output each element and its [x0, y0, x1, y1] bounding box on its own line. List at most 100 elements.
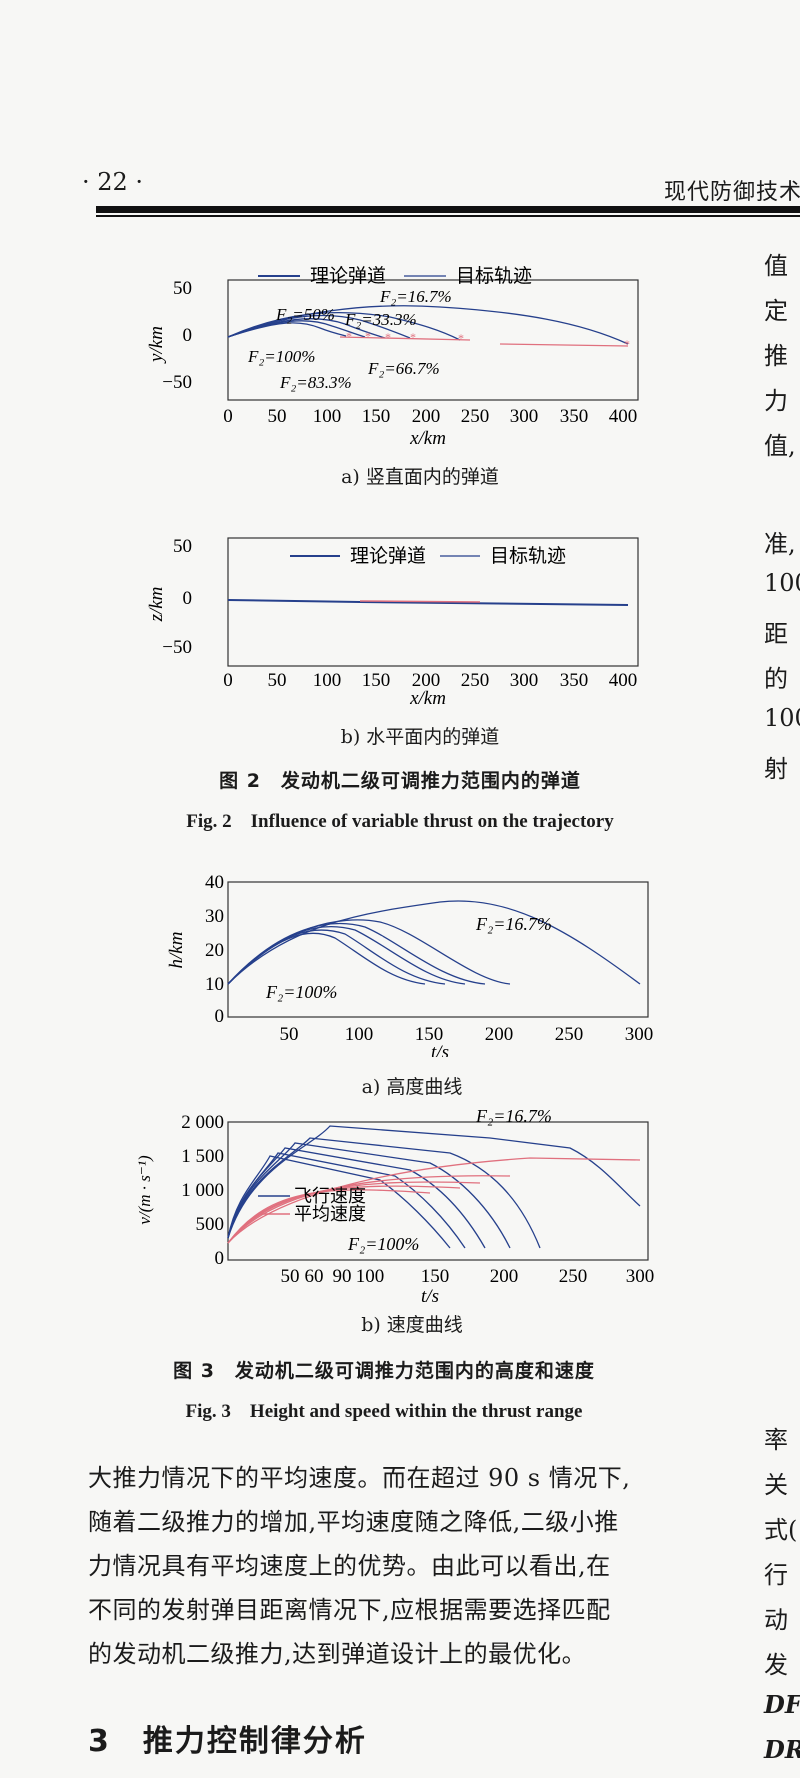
plot-frame — [227, 1121, 649, 1261]
body-line: 不同的发射弹目距离情况下,应根据需要选择匹配 — [88, 1596, 611, 1624]
target-track-horizontal — [359, 600, 481, 603]
x-tick-150: 150 — [362, 406, 391, 427]
y-tick-0: 0 — [215, 1006, 225, 1027]
x-axis-label: t/s — [421, 1286, 439, 1307]
x-axis-label: x/km — [409, 688, 446, 705]
x-tick-300: 300 — [510, 670, 539, 691]
x-tick-90: 90 — [333, 1266, 352, 1287]
y-tick-10: 10 — [205, 974, 224, 995]
fig3-caption-en: Fig. 3 Height and speed within the thrus… — [185, 1401, 583, 1422]
x-tick-50: 50 — [280, 1024, 299, 1045]
y-tick-1500: 1 500 — [181, 1146, 224, 1167]
right-col-text: 动 — [764, 1606, 788, 1634]
y-tick-40: 40 — [205, 872, 224, 893]
body-line: 力情况具有平均速度上的优势。由此可以看出,在 — [88, 1552, 611, 1580]
body-line: 大推力情况下的平均速度。而在超过 90 s 情况下, — [88, 1464, 631, 1492]
right-col-text: 值 — [764, 252, 788, 280]
trajectory-f33 — [227, 311, 461, 341]
fig2b-chart: 理论弹道 目标轨迹 50 0 −50 z/km 0 50 100 150 200… — [146, 536, 639, 705]
legend-target-label: 目标轨迹 — [490, 545, 566, 567]
section-heading: 3 推力控制律分析 — [88, 1724, 367, 1759]
x-tick-250: 250 — [461, 406, 490, 427]
y-tick-30: 30 — [205, 906, 224, 927]
fig2-caption-zh: 图 2 发动机二级可调推力范围内的弹道 — [219, 770, 581, 792]
header-rule — [96, 206, 800, 213]
annot-f83: F₂=83.3% — [279, 373, 352, 392]
target-marker: * — [365, 329, 371, 343]
target-marker: * — [458, 331, 464, 345]
annot-f50: F₂=50% — [275, 305, 335, 324]
target-marker: * — [346, 329, 352, 343]
annot-f16: F₂=16.7% — [379, 287, 452, 306]
speed-f100 — [227, 1155, 451, 1249]
x-tick-300: 300 — [626, 1266, 655, 1287]
target-marker: * — [385, 330, 391, 344]
x-axis-label: x/km — [409, 428, 446, 447]
annot-f33: F₂=33.3% — [344, 310, 417, 329]
legend-target-label: 目标轨迹 — [456, 265, 532, 287]
right-col-text: 发 — [764, 1651, 788, 1679]
target-marker: * — [624, 337, 630, 351]
legend-theory-label: 理论弹道 — [350, 545, 426, 567]
height-f100 — [227, 932, 426, 985]
x-tick-50: 50 — [268, 406, 287, 427]
x-tick-50: 50 — [281, 1266, 300, 1287]
x-tick-100: 100 — [345, 1024, 374, 1045]
avg-speed-f16 — [227, 1157, 641, 1244]
theory-trajectories-horizontal — [227, 599, 629, 606]
body-line: 的发动机二级推力,达到弹道设计上的最优化。 — [88, 1640, 587, 1668]
x-tick-400: 400 — [609, 670, 638, 691]
trajectory-f50 — [227, 314, 411, 339]
right-col-text: 射 — [764, 755, 788, 783]
legend-average-label: 平均速度 — [294, 1204, 366, 1224]
right-col-text: 准, — [764, 530, 796, 558]
header-rule-thin — [96, 215, 800, 217]
x-tick-400: 400 — [609, 406, 638, 427]
y-tick-0: 0 — [215, 1248, 225, 1269]
x-tick-100: 100 — [313, 670, 342, 691]
avg-speed-f100 — [227, 1189, 431, 1244]
right-col-text: 100 — [764, 704, 800, 732]
height-f16 — [227, 900, 641, 985]
right-col-text: 行 — [764, 1561, 788, 1589]
fig2-caption-en: Fig. 2 Influence of variable thrust on t… — [186, 811, 614, 832]
right-col-text: 式( — [764, 1516, 798, 1544]
x-tick-60: 60 — [305, 1266, 324, 1287]
annot-f100: F₂=100% — [265, 982, 337, 1002]
right-col-text: 距 — [764, 620, 788, 648]
right-col-text: 率 — [764, 1426, 788, 1454]
y-tick-50: 50 — [173, 278, 192, 299]
body-line: 随着二级推力的增加,平均速度随之降低,二级小推 — [88, 1508, 619, 1536]
annot-f16: F₂=16.7% — [475, 914, 552, 934]
fig3-caption-zh: 图 3 发动机二级可调推力范围内的高度和速度 — [173, 1360, 595, 1382]
x-tick-0: 0 — [223, 406, 233, 427]
speed-f33 — [227, 1137, 541, 1249]
plot-frame — [227, 537, 639, 667]
x-tick-150: 150 — [362, 670, 391, 691]
x-tick-0: 0 — [223, 670, 233, 691]
y-tick-500: 500 — [196, 1214, 225, 1235]
legend-theory-label: 理论弹道 — [310, 265, 386, 287]
y-axis-label: v/(m · s⁻¹) — [135, 1155, 154, 1225]
right-col-text: 力 — [764, 387, 788, 415]
fig3a-chart: 40 30 20 10 0 h/km 50 100 150 200 250 30… — [166, 872, 653, 1057]
plot-frame — [227, 881, 649, 1018]
annot-f66: F₂=66.7% — [367, 359, 440, 378]
y-axis-label: h/km — [166, 932, 187, 969]
y-tick-1000: 1 000 — [181, 1180, 224, 1201]
x-tick-50: 50 — [268, 670, 287, 691]
target-marker: * — [410, 330, 416, 344]
x-tick-200: 200 — [412, 406, 441, 427]
x-tick-150: 150 — [415, 1024, 444, 1045]
x-tick-200: 200 — [412, 670, 441, 691]
y-tick-0: 0 — [183, 325, 193, 346]
fig2b-caption: b) 水平面内的弹道 — [340, 726, 500, 748]
y-axis-label: z/km — [146, 587, 167, 623]
y-tick-2000: 2 000 — [181, 1112, 224, 1133]
y-tick-neg50: −50 — [162, 637, 192, 658]
legend-flight-label: 飞行速度 — [294, 1186, 366, 1206]
y-tick-neg50: −50 — [162, 372, 192, 393]
journal-title: 现代防御技术 — [664, 180, 800, 205]
right-col-text: DF — [764, 1690, 800, 1719]
x-tick-100: 100 — [356, 1266, 385, 1287]
